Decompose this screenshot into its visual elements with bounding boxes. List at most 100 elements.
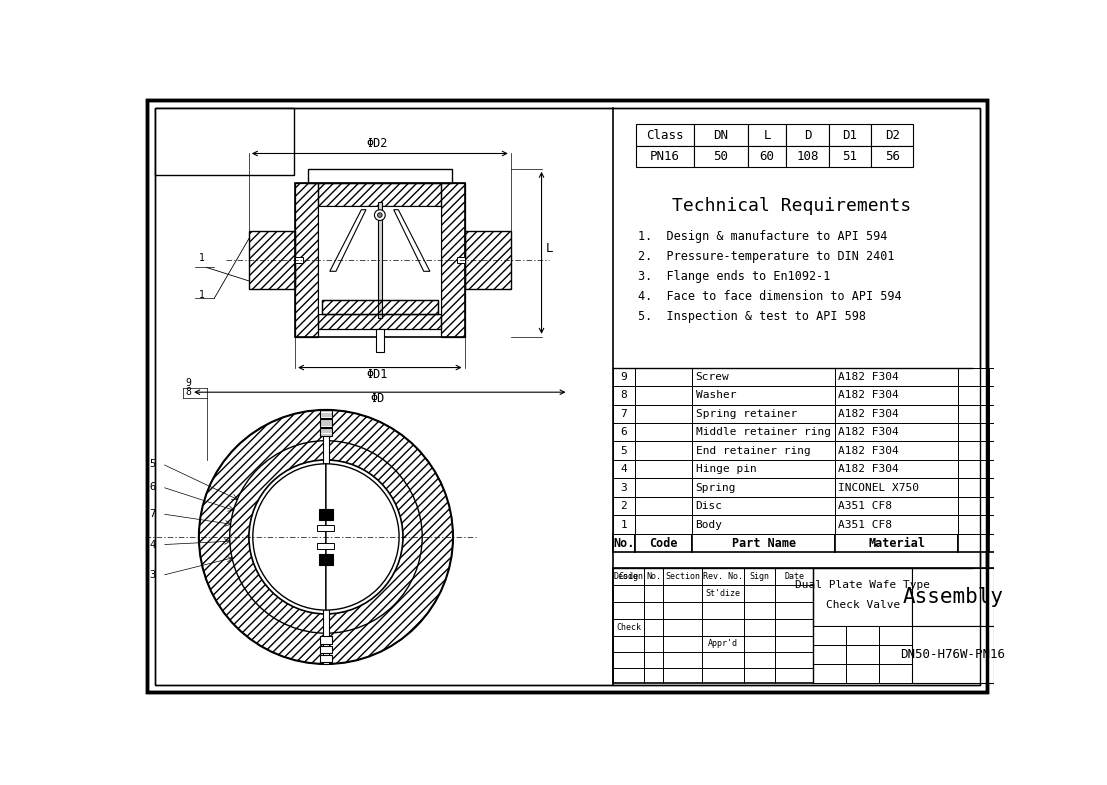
Wedge shape <box>325 464 400 610</box>
Text: Rev. No.: Rev. No. <box>703 571 743 581</box>
Bar <box>871 124 913 146</box>
Text: INCONEL X750: INCONEL X750 <box>838 483 919 493</box>
Text: No.: No. <box>613 537 634 550</box>
Text: 60: 60 <box>759 150 775 163</box>
Text: Sign: Sign <box>749 571 769 581</box>
Bar <box>959 497 989 516</box>
Bar <box>634 441 693 460</box>
Text: 9: 9 <box>621 372 628 382</box>
Bar <box>989 497 1020 516</box>
Bar <box>748 124 786 146</box>
Bar <box>959 386 989 404</box>
Bar <box>613 460 634 478</box>
Text: Disc: Disc <box>695 501 723 511</box>
Text: St'dize: St'dize <box>705 589 741 597</box>
Bar <box>613 441 634 460</box>
Text: 1: 1 <box>199 254 205 263</box>
Text: 7: 7 <box>149 509 156 519</box>
Bar <box>835 534 959 553</box>
Bar <box>786 124 829 146</box>
Circle shape <box>377 213 382 217</box>
Text: Appr'd: Appr'd <box>707 640 738 648</box>
Bar <box>634 423 693 441</box>
Text: 7: 7 <box>621 409 628 418</box>
Bar <box>320 637 332 644</box>
Bar <box>320 419 332 427</box>
Bar <box>879 626 912 644</box>
Bar <box>912 568 994 626</box>
Text: Screw: Screw <box>695 372 730 382</box>
Bar <box>835 441 959 460</box>
Text: 3.  Flange ends to En1092-1: 3. Flange ends to En1092-1 <box>638 270 830 283</box>
Text: 3: 3 <box>149 571 156 580</box>
Text: A182 F304: A182 F304 <box>838 409 899 418</box>
Bar <box>693 460 835 478</box>
Text: 56: 56 <box>884 150 900 163</box>
Bar <box>296 257 303 263</box>
Bar <box>693 478 835 497</box>
Bar <box>814 664 847 683</box>
Bar <box>442 183 465 337</box>
Text: 9: 9 <box>185 378 190 388</box>
Text: A182 F304: A182 F304 <box>838 427 899 437</box>
Bar <box>296 183 318 337</box>
Text: DN50-H76W-PN16: DN50-H76W-PN16 <box>900 648 1005 661</box>
Bar <box>693 367 835 386</box>
Text: Class: Class <box>646 129 684 141</box>
Bar <box>989 367 1020 386</box>
Text: DN: DN <box>713 129 728 141</box>
Bar <box>786 146 829 167</box>
Text: Assembly: Assembly <box>902 586 1003 607</box>
Text: L: L <box>764 129 770 141</box>
Text: 1: 1 <box>621 520 628 530</box>
Text: Date: Date <box>784 571 804 581</box>
Text: 51: 51 <box>842 150 858 163</box>
Text: D2: D2 <box>884 129 900 141</box>
Text: ΦD: ΦD <box>371 392 385 405</box>
Bar <box>989 478 1020 497</box>
Bar <box>748 146 786 167</box>
Text: 4: 4 <box>149 539 156 550</box>
Bar <box>465 231 510 289</box>
Bar <box>959 534 989 553</box>
Text: 50: 50 <box>713 150 728 163</box>
Bar <box>634 534 693 553</box>
Bar <box>318 543 334 549</box>
Text: Material: Material <box>868 537 925 550</box>
Text: End retainer ring: End retainer ring <box>695 446 810 456</box>
Bar <box>322 300 437 314</box>
Bar <box>613 367 634 386</box>
Bar <box>318 524 334 531</box>
Bar <box>320 655 332 663</box>
Bar <box>847 644 879 664</box>
Polygon shape <box>330 210 366 272</box>
Text: 1.  Design & manufacture to API 594: 1. Design & manufacture to API 594 <box>638 230 887 243</box>
Bar <box>814 568 912 626</box>
Text: Check Valve: Check Valve <box>826 600 900 610</box>
Bar <box>457 257 465 263</box>
Text: Code: Code <box>650 537 677 550</box>
Bar <box>989 534 1020 553</box>
Text: No.: No. <box>646 571 661 581</box>
Bar <box>959 441 989 460</box>
Text: 8: 8 <box>621 390 628 400</box>
Text: Dual Plate Wafe Type: Dual Plate Wafe Type <box>796 580 930 590</box>
Text: 3: 3 <box>621 483 628 493</box>
Bar <box>835 497 959 516</box>
Text: 5.  Inspection & test to API 598: 5. Inspection & test to API 598 <box>638 310 866 323</box>
Bar <box>155 108 293 175</box>
Bar <box>693 534 835 553</box>
Bar <box>634 497 693 516</box>
Bar <box>989 441 1020 460</box>
Bar <box>320 429 332 436</box>
Text: 2: 2 <box>621 501 628 511</box>
Text: Body: Body <box>695 520 723 530</box>
Text: ΦD1: ΦD1 <box>366 368 387 382</box>
Text: 1: 1 <box>199 290 205 300</box>
Bar <box>847 626 879 644</box>
Bar <box>613 386 634 404</box>
Text: Spring: Spring <box>695 483 736 493</box>
Bar <box>634 516 693 534</box>
Text: 6: 6 <box>149 482 156 492</box>
Text: D1: D1 <box>842 129 858 141</box>
